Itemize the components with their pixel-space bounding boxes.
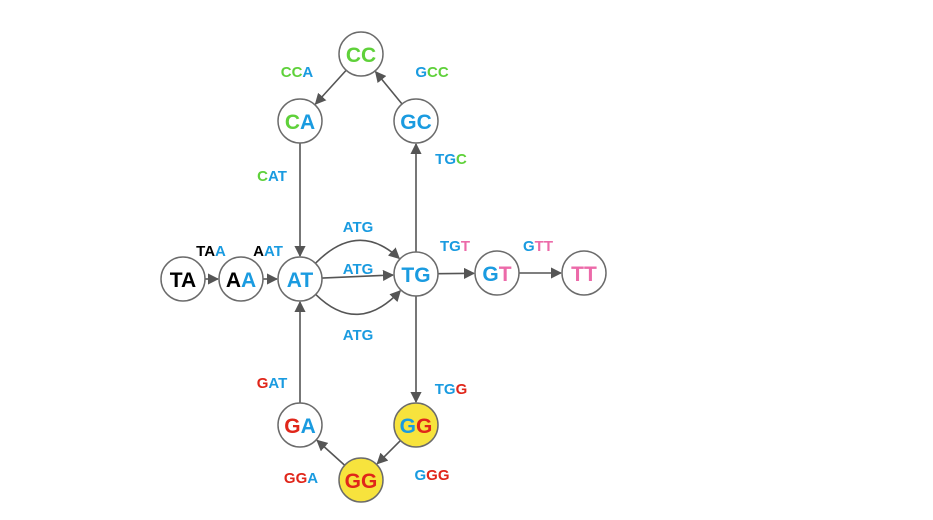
node-gc: GC	[393, 98, 439, 144]
edge-arrow-gg-ga	[316, 439, 346, 466]
node-at: AT	[277, 256, 323, 302]
node-circle	[338, 31, 384, 77]
node-label: TA	[170, 269, 196, 292]
edge-label-gg-ga: GGA	[284, 470, 318, 487]
node-aa: AA	[218, 256, 264, 302]
node-circle	[160, 256, 206, 302]
edge-label-at-tg-mid: ATG	[343, 261, 374, 278]
node-label: GA	[284, 415, 316, 438]
edge-label-tg-gc: TGC	[435, 151, 467, 168]
node-circle	[277, 402, 323, 448]
edge-label-gt-tt: GTT	[523, 238, 553, 255]
edge-label-ca-at: CAT	[257, 168, 287, 185]
node-circle	[277, 98, 323, 144]
edge-label-aa-at: AAT	[253, 243, 283, 260]
edge-label-ta-aa: TAA	[196, 243, 226, 260]
node-circle	[393, 251, 439, 297]
node-gt: GT	[474, 250, 520, 296]
edge-arrow-at-tg-mid	[321, 269, 395, 282]
edge-label-gc-cc: GCC	[415, 64, 449, 81]
edge-label-at-tg-bot: ATG	[343, 327, 374, 344]
node-label: AT	[287, 269, 314, 292]
node-gg-bottom: GG	[338, 457, 384, 503]
node-circle	[338, 457, 384, 503]
node-label: GT	[482, 263, 511, 286]
node-ga: GA	[277, 402, 323, 448]
edge-arrow-gc-cc	[374, 70, 403, 105]
node-label: AA	[226, 269, 256, 292]
node-label: TG	[401, 264, 430, 287]
node-cc: CC	[338, 31, 384, 77]
node-ta: TA	[160, 256, 206, 302]
edge-label-at-tg-top: ATG	[343, 219, 374, 236]
edge-label-ga-at: GAT	[257, 375, 288, 392]
node-label: TT	[571, 263, 597, 286]
node-circle	[393, 98, 439, 144]
edge-label-gg-gg: GGG	[414, 467, 449, 484]
edge-label-cc-ca: CCA	[281, 64, 314, 81]
edge-label-tg-gg: TGG	[435, 381, 468, 398]
node-circle	[561, 250, 607, 296]
edge-arrow-at-tg-bot	[315, 289, 402, 316]
node-circle	[277, 256, 323, 302]
edge-label-tg-gt: TGT	[440, 238, 470, 255]
node-circle	[393, 402, 439, 448]
edge-arrow-at-tg-top	[314, 239, 400, 264]
edge-arrow-cc-ca	[314, 69, 347, 105]
edge-arrow-gg-gg	[376, 439, 402, 465]
edges-layer	[205, 69, 563, 466]
node-label: GG	[400, 415, 433, 438]
node-circle	[474, 250, 520, 296]
node-circle	[218, 256, 264, 302]
node-tg: TG	[393, 251, 439, 297]
node-label: GC	[400, 111, 432, 134]
node-ca: CA	[277, 98, 323, 144]
node-gg-right: GG	[393, 402, 439, 448]
node-label: GG	[345, 470, 378, 493]
node-label: CA	[285, 111, 315, 134]
node-label: CC	[346, 44, 376, 67]
node-tt: TT	[561, 250, 607, 296]
